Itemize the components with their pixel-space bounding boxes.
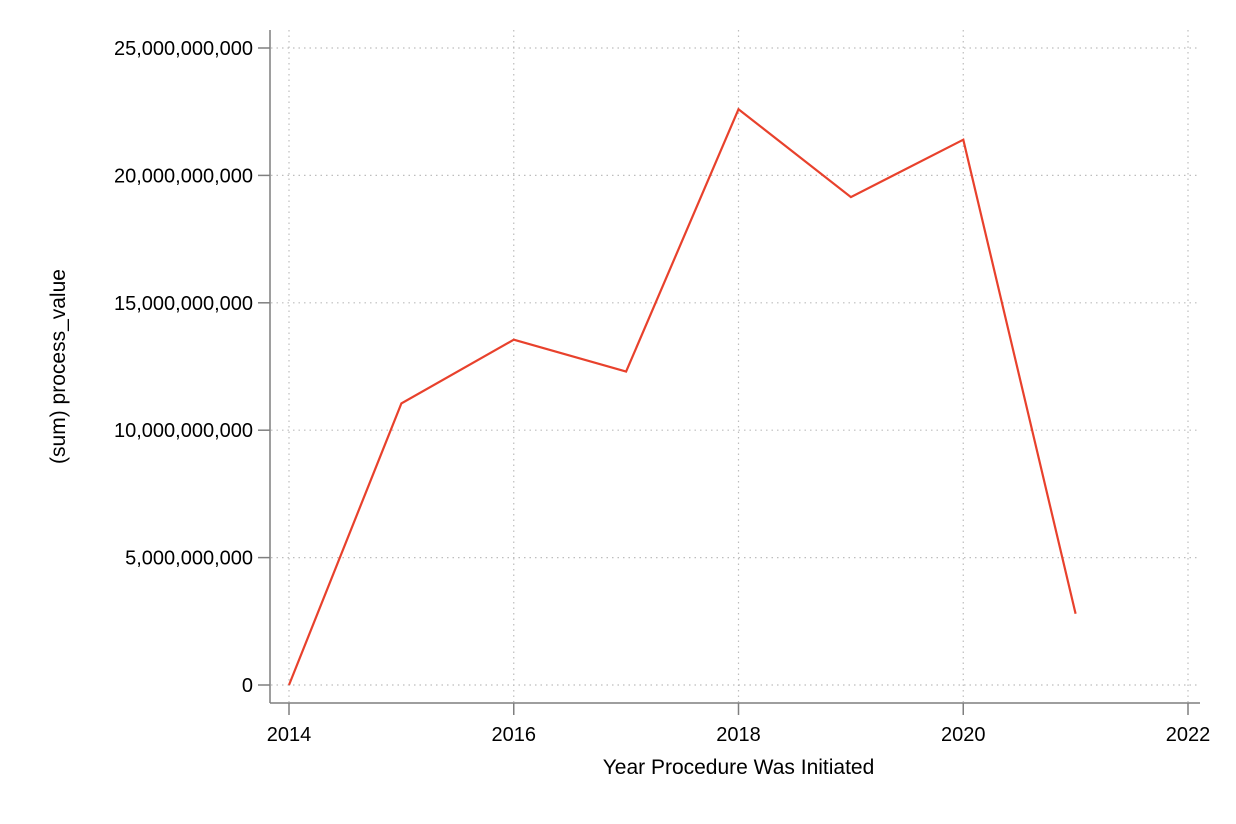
y-tick-label-5: 25,000,000,000 [114,38,253,60]
x-axis-title: Year Procedure Was Initiated [603,756,875,779]
series-line-0 [287,107,1077,686]
x-tick-label-0: 2014 [267,724,312,746]
y-tick-label-1: 5,000,000,000 [125,548,253,570]
x-tick-label-4: 2022 [1166,724,1211,746]
tick-marks [258,47,1189,715]
y-tick-label-4: 20,000,000,000 [114,165,253,187]
x-tick-label-3: 2020 [941,724,986,746]
y-tick-label-2: 10,000,000,000 [114,420,253,442]
y-tick-label-0: 0 [242,675,253,697]
series-layer [287,107,1077,686]
grid-lines [271,30,1200,702]
y-axis-title: (sum) process_value [47,269,70,464]
tick-labels: 0 5,000,000,000 10,000,000,000 15,000,000,0… [114,38,1210,746]
x-tick-label-1: 2016 [492,724,537,746]
x-tick-label-2: 2018 [716,724,761,746]
axes [269,30,1200,704]
y-tick-label-3: 15,000,000,000 [114,293,253,315]
